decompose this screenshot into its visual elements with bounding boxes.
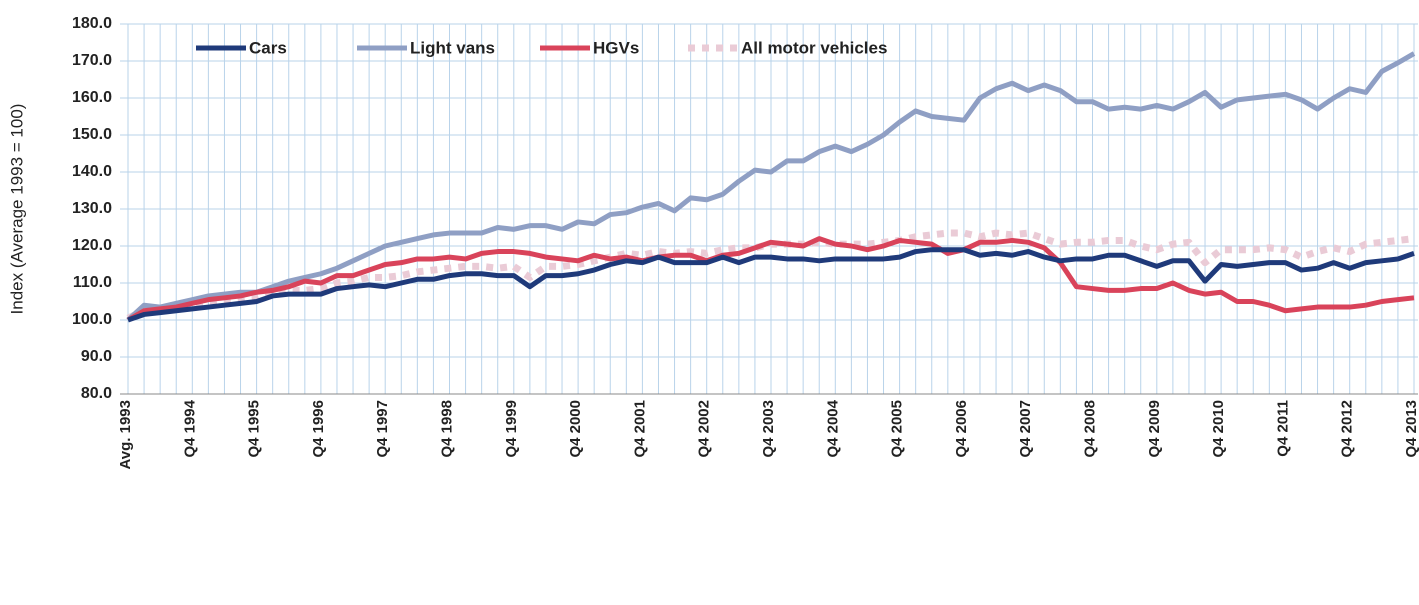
y-tick-label: 170.0 [72, 52, 112, 69]
x-tick-label: Q4 2007 [1017, 400, 1034, 458]
y-tick-label: 100.0 [72, 311, 112, 328]
x-tick-label: Q4 2009 [1146, 400, 1163, 458]
legend-label: Light vans [410, 38, 495, 57]
y-tick-label: 90.0 [81, 348, 112, 365]
x-tick-label: Q4 1997 [374, 400, 391, 458]
x-tick-label: Q4 1994 [181, 399, 198, 457]
x-tick-label: Q4 1995 [246, 400, 263, 458]
x-tick-label: Q4 2005 [889, 400, 906, 458]
x-tick-label: Q4 2001 [631, 400, 648, 458]
x-tick-label: Q4 2010 [1210, 400, 1227, 458]
x-tick-label: Q4 2003 [760, 400, 777, 458]
series-line [126, 51, 1416, 322]
x-tick-label: Avg. 1993 [117, 400, 134, 470]
x-tick-label: Q4 1998 [438, 400, 455, 458]
y-tick-label: 110.0 [73, 274, 112, 291]
x-tick-label: Q4 1996 [310, 400, 327, 458]
x-tick-label: Q4 2000 [567, 400, 584, 458]
x-tick-label: Q4 2011 [1274, 400, 1291, 457]
y-tick-label: 120.0 [72, 237, 112, 254]
x-tick-label: Q4 2008 [1081, 400, 1098, 458]
y-tick-label: 80.0 [81, 385, 112, 402]
y-tick-label: 140.0 [72, 163, 112, 180]
x-tick-label: Q4 2013 [1403, 400, 1419, 458]
legend-label: All motor vehicles [741, 38, 887, 57]
x-tick-label: Q4 1999 [503, 400, 520, 458]
legend-label: Cars [249, 38, 287, 57]
y-tick-label: 160.0 [72, 89, 112, 106]
series-line [127, 247, 1415, 323]
y-tick-label: 130.0 [72, 200, 112, 217]
x-tick-label: Q4 2012 [1339, 400, 1356, 458]
x-tick-label: Q4 2002 [696, 400, 713, 458]
x-tick-label: Q4 2004 [824, 399, 841, 457]
legend-label: HGVs [593, 38, 639, 57]
y-tick-label: 180.0 [72, 15, 112, 32]
series-line [126, 236, 1415, 323]
y-tick-label: 150.0 [72, 126, 112, 143]
y-axis-label: Index (Average 1993 = 100) [7, 104, 26, 315]
x-tick-label: Q4 2006 [953, 400, 970, 458]
